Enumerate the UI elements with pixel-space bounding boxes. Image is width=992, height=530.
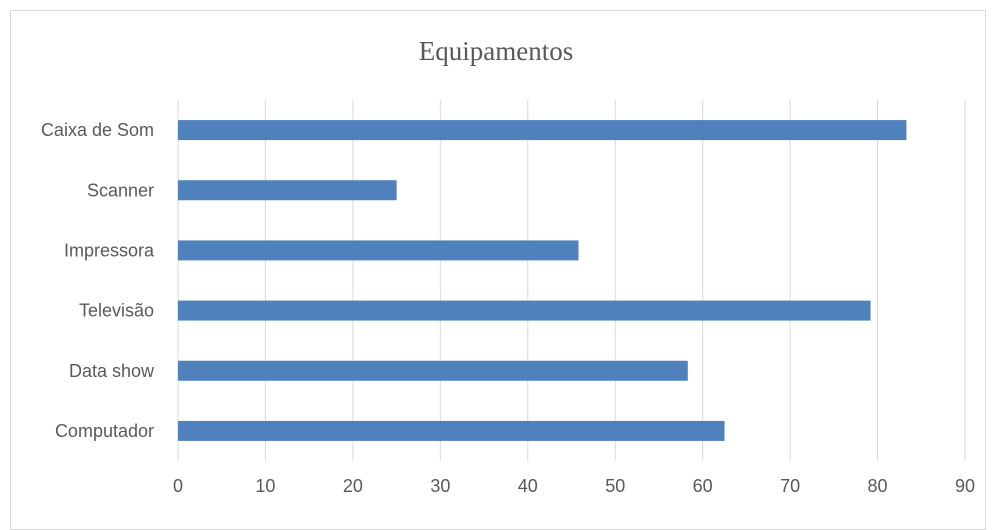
x-tick-label: 40 [518, 476, 538, 496]
bar [178, 240, 579, 261]
category-label: Impressora [64, 240, 155, 260]
category-label: Scanner [87, 180, 154, 200]
gridlines [177, 100, 966, 461]
x-tick-label: 80 [868, 476, 888, 496]
bar [178, 120, 907, 141]
bar-chart: Caixa de Som Scanner Impressora Televisão Da… [41, 100, 975, 496]
chart-title: Equipamentos [418, 36, 574, 66]
bar [178, 300, 871, 321]
x-tick-label: 20 [343, 476, 363, 496]
x-tick-label: 50 [605, 476, 625, 496]
x-axis-tick-labels: 0 10 20 30 40 50 60 70 80 90 [173, 476, 975, 496]
x-tick-label: 10 [255, 476, 275, 496]
x-tick-label: 30 [430, 476, 450, 496]
category-label: Televisão [79, 301, 154, 321]
bar [178, 360, 688, 381]
category-label: Caixa de Som [41, 120, 154, 140]
bar [178, 420, 725, 441]
bar [178, 180, 397, 201]
x-tick-label: 90 [955, 476, 975, 496]
bars [178, 120, 907, 441]
x-tick-label: 0 [173, 476, 183, 496]
x-tick-label: 60 [693, 476, 713, 496]
x-tick-label: 70 [780, 476, 800, 496]
category-label: Data show [69, 361, 155, 381]
chart-frame [10, 10, 986, 530]
category-label: Computador [55, 421, 154, 441]
category-labels: Caixa de Som Scanner Impressora Televisão Da… [41, 120, 155, 441]
